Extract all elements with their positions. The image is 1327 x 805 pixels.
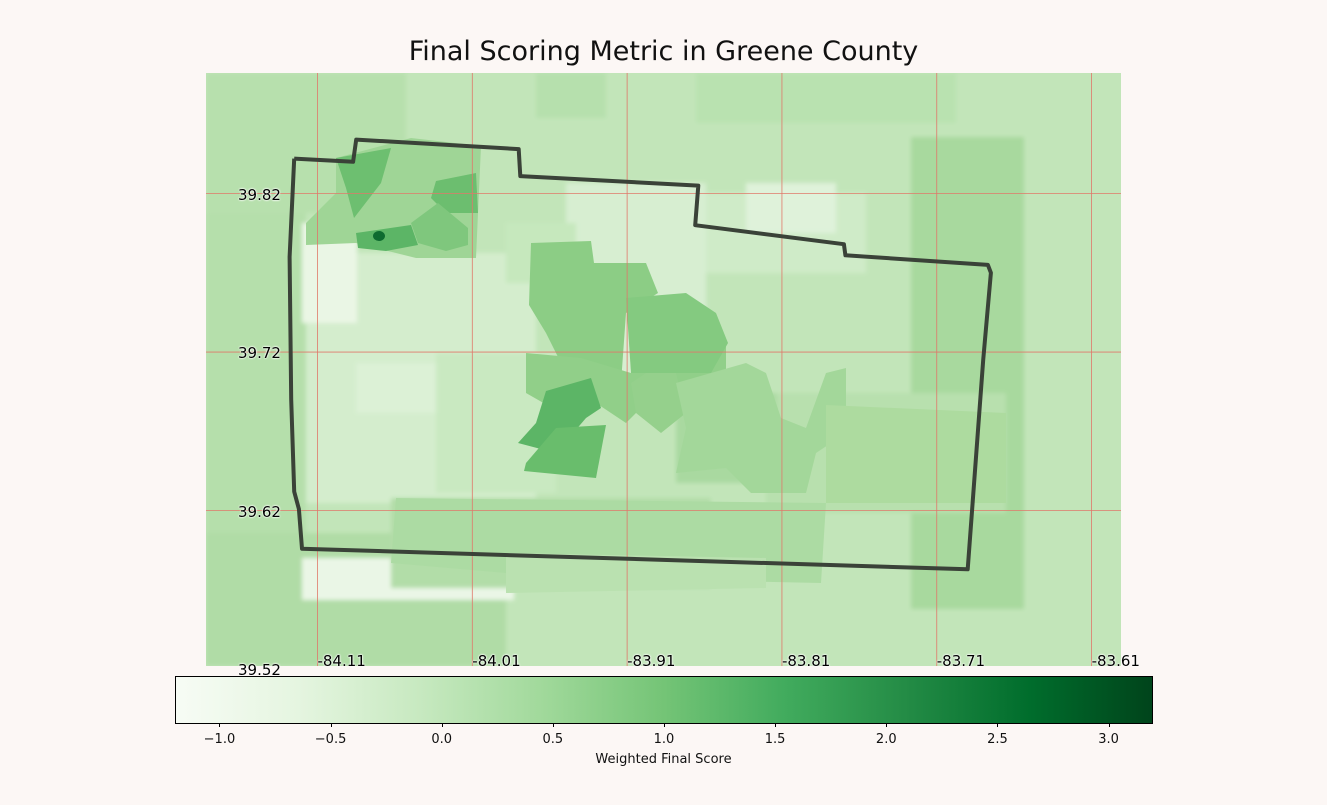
district-nw-dark2: [431, 173, 478, 213]
longitude-label: -84.11: [317, 652, 366, 670]
colorbar-tick-mark: [997, 723, 999, 727]
colorbar-tick-label: 1.0: [653, 732, 675, 747]
score-tile: [746, 183, 836, 233]
score-tile: [696, 73, 956, 123]
colorbar-label: Weighted Final Score: [595, 752, 732, 767]
district-south-dark2: [524, 425, 606, 478]
district-center-n: [529, 241, 658, 383]
map-title: Final Scoring Metric in Greene County: [408, 36, 919, 67]
colorbar-tick-label: 2.0: [875, 732, 897, 747]
graticule: [206, 73, 1121, 666]
colorbar-tick-label: 3.0: [1098, 732, 1119, 747]
district-center-east: [626, 293, 728, 373]
colorbar-tick-mark: [552, 723, 554, 727]
district-southeast: [826, 405, 1006, 503]
colorbar-tick-mark: [664, 723, 665, 727]
latitude-label: 39.72: [238, 344, 281, 363]
longitude-label: -83.81: [781, 652, 831, 670]
colorbar-tick-label: −1.0: [203, 732, 236, 747]
longitude-label: -83.71: [936, 652, 986, 670]
latitude-label: 39.52: [238, 661, 281, 680]
latitude-label: 39.62: [238, 502, 281, 521]
district-east-band: [676, 363, 846, 493]
colorbar-tick-label: 0.5: [542, 732, 564, 747]
longitude-label: -83.91: [627, 652, 676, 670]
colorbar-tick-mark: [219, 723, 221, 727]
colorbar-tick-mark: [886, 723, 888, 727]
colorbar-tick-mark: [441, 723, 443, 727]
colorbar: [175, 676, 1153, 724]
score-tile: [536, 73, 606, 118]
longitude-label: -83.61: [1091, 652, 1140, 670]
district-south-dark: [518, 378, 601, 453]
district-nw-dark3: [411, 203, 468, 251]
colorbar-tick-label: −0.5: [314, 732, 347, 747]
longitude-label: -84.01: [472, 652, 521, 670]
score-tile: [911, 137, 1024, 609]
heatmap-svg: [206, 73, 1121, 666]
county-boundary: [287, 137, 993, 572]
latitude-label: 39.82: [238, 185, 281, 204]
colorbar-tick-label: 2.5: [987, 732, 1008, 747]
district-south-mid: [631, 373, 686, 433]
district-fills: [306, 138, 1006, 593]
colorbar-tick-mark: [330, 723, 332, 727]
colorbar-tick-mark: [775, 723, 777, 727]
district-nw-dark: [336, 148, 391, 218]
colorbar-tick-mark: [1108, 723, 1110, 727]
map-plot-area[interactable]: [206, 73, 1121, 666]
hotspot: [373, 231, 385, 241]
district-nw-hot: [356, 225, 418, 251]
colorbar-tick-label: 1.5: [764, 732, 786, 747]
colorbar-tick-label: 0.0: [431, 732, 453, 747]
